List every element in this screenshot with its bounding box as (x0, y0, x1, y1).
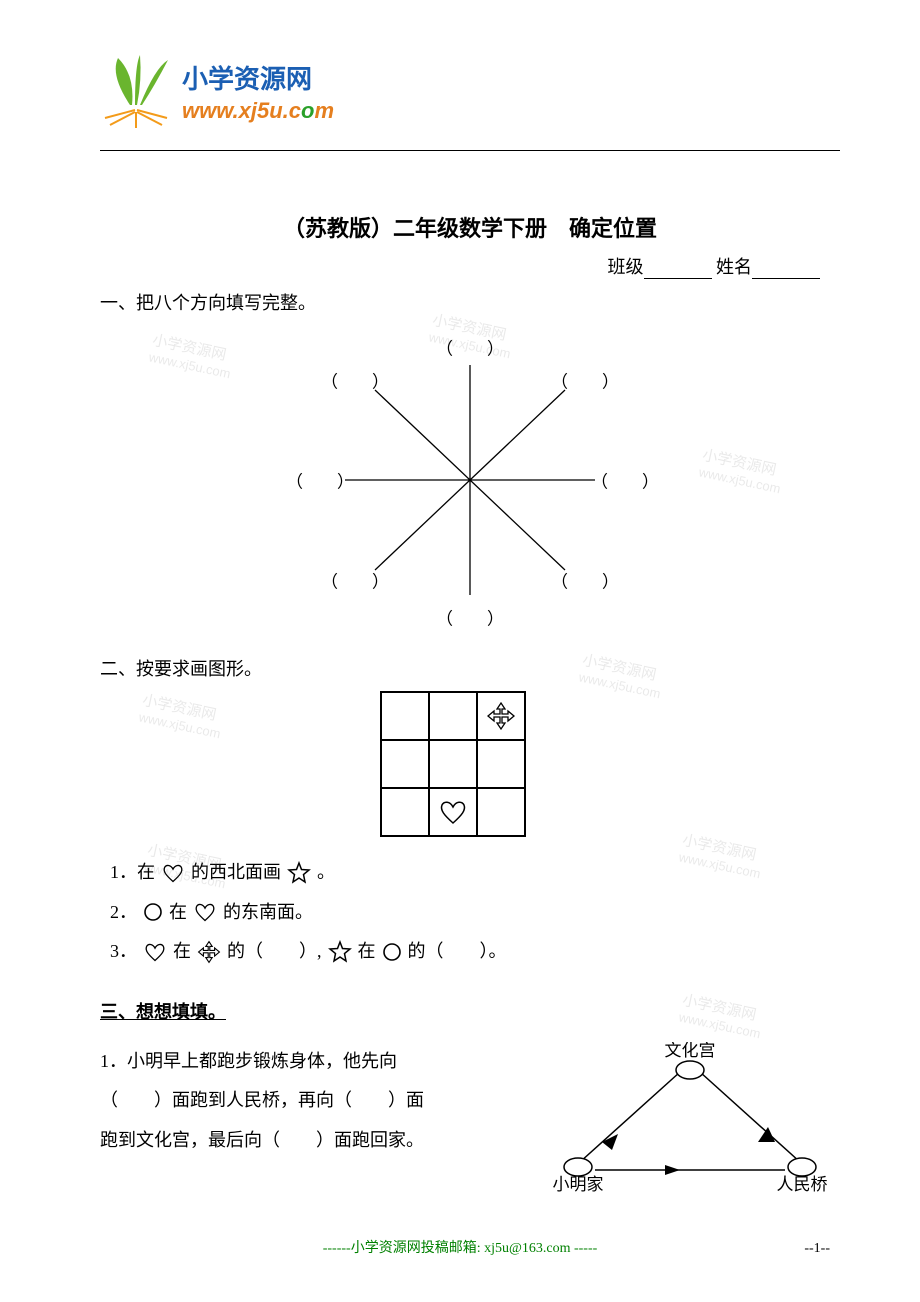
q2-1: 1．在 的西北面画 。 (110, 853, 840, 893)
circle-icon (143, 902, 163, 922)
triangle-diagram: 文化宫 小明家 人民桥 (540, 1042, 840, 1192)
grid-cell (429, 740, 477, 788)
heart-icon (193, 902, 217, 922)
compass-blank-n[interactable]: （ ） (436, 335, 504, 360)
section1-heading: 一、把八个方向填写完整。 (100, 289, 840, 315)
text: 在 (169, 893, 187, 933)
grid-cell (477, 788, 525, 836)
star-icon (328, 940, 352, 964)
page-footer: ------小学资源网投稿邮箱: xj5u@163.com ----- (0, 1237, 920, 1257)
tri-label-left: 小明家 (553, 1175, 604, 1192)
text: 。 (317, 853, 335, 893)
text: 在 (358, 932, 376, 972)
section3-heading: 三、想想填填。 (100, 998, 226, 1024)
text: 的（ ）, (227, 932, 322, 972)
compass-blank-ne[interactable]: （ ） (551, 368, 619, 393)
svg-text:www.xj5u.com: www.xj5u.com (182, 98, 334, 123)
section2-heading: 二、按要求画图形。 (100, 655, 840, 681)
text: 的东南面。 (223, 893, 313, 933)
heart-icon (438, 799, 468, 825)
text: 2． (110, 893, 137, 933)
class-blank[interactable] (644, 259, 712, 279)
site-logo: 小学资源网 www.xj5u.com (100, 50, 840, 140)
tri-label-right: 人民桥 (777, 1175, 828, 1192)
class-label: 班级 (608, 257, 644, 277)
grid-cell (381, 692, 429, 740)
grid-cell (477, 740, 525, 788)
q2-2: 2． 在 的东南面。 (110, 893, 840, 933)
logo-svg: 小学资源网 www.xj5u.com (100, 50, 360, 140)
text: （ ）面跑到人民桥，再向（ ）面 (100, 1081, 520, 1121)
section3-q1: 1．小明早上都跑步锻炼身体，他先向 （ ）面跑到人民桥，再向（ ）面 跑到文化宫… (100, 1042, 520, 1161)
text: 在 (173, 932, 191, 972)
compass-blank-w[interactable]: （ ） (286, 468, 354, 493)
grid-cell-cross (477, 692, 525, 740)
compass-blank-e[interactable]: （ ） (591, 468, 659, 493)
compass-blank-nw[interactable]: （ ） (321, 368, 389, 393)
q2-3: 3． 在 的（ ）, 在 的（ ）。 (110, 932, 840, 972)
cross-arrow-icon (486, 701, 516, 731)
text: 跑到文化宫，最后向（ ）面跑回家。 (100, 1121, 520, 1161)
compass-blank-se[interactable]: （ ） (551, 568, 619, 593)
grid-3x3 (380, 691, 526, 837)
compass-blank-s[interactable]: （ ） (436, 605, 504, 630)
grid-cell (429, 692, 477, 740)
header-divider (100, 150, 840, 151)
logo-cn-text: 小学资源网 (182, 64, 312, 94)
grid-cell (381, 788, 429, 836)
text: 3． (110, 932, 137, 972)
name-blank[interactable] (752, 259, 820, 279)
heart-icon (143, 942, 167, 962)
grid-cell-heart (429, 788, 477, 836)
circle-icon (382, 942, 402, 962)
cross-arrow-icon (197, 940, 221, 964)
star-icon (287, 861, 311, 885)
tri-label-top: 文化宫 (665, 1042, 716, 1060)
text: 1．小明早上都跑步锻炼身体，他先向 (100, 1042, 520, 1082)
text: 的（ ）。 (408, 932, 507, 972)
compass-diagram: （ ） （ ） （ ） （ ） （ ） （ ） （ ） （ ） (250, 325, 690, 635)
name-label: 姓名 (716, 257, 752, 277)
compass-blank-sw[interactable]: （ ） (321, 568, 389, 593)
section2-questions: 1．在 的西北面画 。 2． 在 的东南面。 3． (110, 853, 840, 972)
text: 1．在 (110, 853, 155, 893)
page-number: --1-- (804, 1241, 830, 1257)
text: 的西北面画 (191, 853, 281, 893)
page-title: （苏教版）二年级数学下册 确定位置 (100, 211, 840, 243)
class-name-line: 班级 姓名 (100, 253, 840, 279)
heart-icon (161, 863, 185, 883)
grid-cell (381, 740, 429, 788)
